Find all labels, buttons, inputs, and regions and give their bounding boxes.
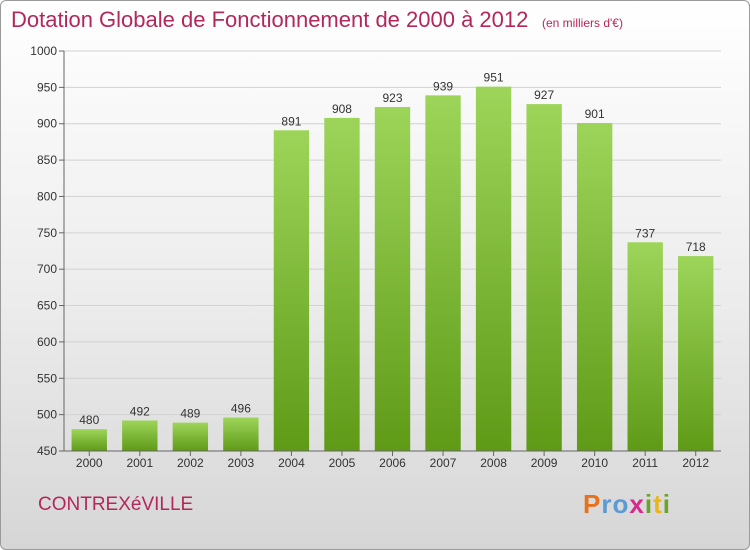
y-tick-label: 450 [37, 444, 57, 458]
logo-letter: i [662, 489, 671, 519]
y-tick-label: 700 [37, 262, 57, 276]
y-tick-label: 1000 [30, 44, 57, 58]
bar-2001 [122, 420, 158, 451]
x-tick-label: 2004 [278, 456, 305, 470]
value-label: 923 [382, 91, 402, 105]
bar-2002 [172, 422, 209, 451]
bar-2004 [273, 130, 310, 452]
y-tick-label: 650 [37, 299, 57, 313]
value-label: 891 [281, 114, 301, 128]
bar-2008 [475, 86, 512, 452]
y-tick-label: 550 [37, 371, 57, 385]
x-tick-label: 2012 [682, 456, 709, 470]
x-tick-label: 2011 [632, 456, 658, 470]
y-tick-label: 950 [37, 80, 57, 94]
chart-title: Dotation Globale de Fonctionnement de 20… [11, 7, 529, 32]
x-tick-label: 2002 [177, 456, 204, 470]
logo-letter: r [601, 489, 613, 519]
value-label: 492 [130, 404, 150, 418]
logo-letter: i [644, 489, 654, 519]
x-tick-label: 2009 [531, 456, 558, 470]
y-tick-label: 800 [37, 189, 57, 203]
proxiti-logo: Proxiti [583, 489, 671, 520]
bar-2011 [627, 242, 663, 451]
x-tick-label: 2000 [76, 456, 103, 470]
value-label: 908 [332, 102, 352, 116]
value-label: 496 [231, 402, 251, 416]
bar-2007 [425, 95, 461, 451]
x-tick-labels: 2000 2001 2002 2003 2004 2005 2006 2007 2008 2009… [76, 451, 709, 470]
value-label: 951 [484, 71, 504, 85]
x-tick-label: 2007 [430, 456, 457, 470]
logo-letter: o [612, 489, 630, 519]
y-tick-label: 600 [37, 335, 57, 349]
y-tick-labels: 450 500 550 600 650 700 750 800 850 900 950 1000 [30, 44, 64, 458]
y-tick-label: 900 [37, 117, 57, 131]
bar-2006 [374, 107, 411, 451]
value-label: 927 [534, 88, 554, 102]
value-labels: 480 492 489 496 891 908 923 939 951 927 901 737 718 [79, 71, 706, 428]
logo-letter: x [629, 489, 645, 519]
x-tick-label: 2003 [228, 456, 255, 470]
bar-2010 [576, 123, 613, 451]
bars [71, 86, 714, 452]
bar-2009 [526, 104, 562, 451]
value-label: 718 [686, 240, 706, 254]
value-label: 939 [433, 79, 453, 93]
x-tick-label: 2008 [480, 456, 507, 470]
value-label: 480 [79, 413, 99, 427]
x-tick-label: 2001 [126, 456, 153, 470]
x-tick-label: 2006 [379, 456, 406, 470]
bar-2012 [678, 256, 714, 451]
y-tick-label: 750 [37, 226, 57, 240]
logo-letter: P [583, 489, 602, 519]
value-label: 901 [585, 107, 605, 121]
bar-2005 [324, 117, 360, 451]
x-tick-label: 2010 [581, 456, 608, 470]
chart-subtitle: (en milliers d'€) [542, 16, 623, 30]
bar-2003 [223, 417, 259, 451]
bar-2000 [71, 429, 107, 451]
commune-name: CONTREXéVILLE [38, 494, 194, 515]
x-tick-label: 2005 [329, 456, 356, 470]
y-tick-label: 850 [37, 153, 57, 167]
logo-letter: t [653, 489, 663, 519]
y-tick-label: 500 [37, 408, 57, 422]
value-label: 737 [635, 226, 655, 240]
value-label: 489 [180, 407, 200, 421]
